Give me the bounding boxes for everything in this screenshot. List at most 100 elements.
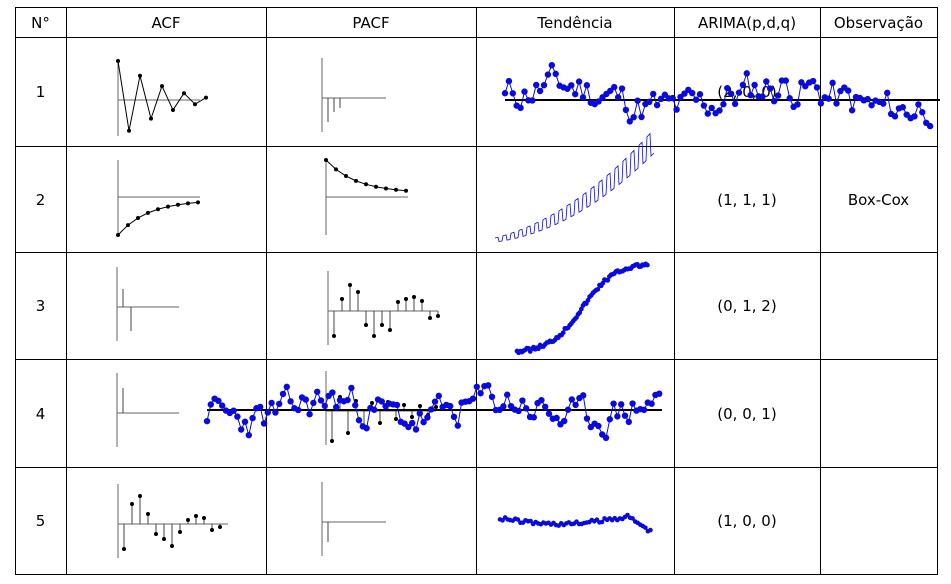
series-point [646, 98, 653, 106]
correlation-point [170, 544, 174, 548]
series-point [759, 93, 766, 100]
row-4-number: 4 [35, 404, 46, 423]
series-point [238, 426, 245, 433]
correlation-point [418, 404, 422, 408]
series-point [739, 81, 747, 89]
series-point [276, 400, 283, 408]
series-point [731, 100, 739, 108]
series-point [302, 396, 309, 403]
series-point [648, 527, 653, 533]
correlation-point [346, 431, 350, 435]
series-point [656, 390, 663, 397]
series-point [219, 402, 226, 409]
series-point [618, 401, 625, 408]
series-point [572, 90, 579, 98]
series-point [845, 87, 852, 94]
correlation-point [374, 184, 378, 189]
series-point [708, 104, 715, 112]
series-point [469, 395, 477, 402]
row-5-trend-series [497, 512, 653, 534]
series-point [241, 418, 249, 425]
series-point [203, 417, 211, 425]
series-point [509, 90, 516, 97]
series-point [287, 398, 294, 405]
row-2-pacf-plot [324, 158, 408, 235]
series-point [644, 262, 650, 268]
column-divider [476, 7, 477, 575]
series-point [650, 90, 657, 98]
row-4-pacf-plot [325, 371, 438, 445]
series-point [279, 390, 287, 398]
correlation-point [334, 167, 338, 172]
column-divider [674, 7, 675, 575]
series-point [673, 106, 680, 113]
series-point [579, 94, 587, 101]
row-4-acf-plot [116, 373, 179, 447]
series-point [416, 410, 423, 417]
series-point [268, 399, 275, 407]
row-1-number: 1 [35, 83, 46, 101]
series-point [530, 414, 537, 421]
correlation-point [364, 182, 368, 187]
series-point [207, 401, 214, 408]
correlation-point [154, 532, 158, 536]
series-point [473, 383, 480, 390]
correlation-point [138, 494, 142, 498]
series-point [595, 422, 602, 430]
series-point [817, 100, 825, 107]
series-point [602, 434, 610, 442]
row-1-acf-plot [116, 59, 208, 136]
series-point [405, 423, 412, 431]
series-point [272, 409, 279, 416]
column-divider [820, 7, 821, 575]
series-point [501, 90, 509, 97]
correlation-point [356, 290, 360, 294]
correlation-point [130, 502, 134, 506]
series-point [355, 417, 363, 424]
correlation-point [372, 334, 376, 338]
correlation-point [171, 107, 175, 112]
series-point [420, 418, 427, 426]
row-2-observation: Box-Cox [847, 190, 910, 209]
series-point [611, 83, 618, 91]
correlation-point [380, 323, 384, 327]
series-point [634, 97, 641, 104]
correlation-point [176, 202, 180, 207]
series-point [306, 411, 313, 418]
series-point [747, 91, 754, 99]
correlation-point [218, 525, 222, 529]
series-point [770, 98, 778, 105]
series-point [926, 122, 934, 130]
series-point [249, 414, 256, 422]
series-point [314, 388, 321, 395]
series-point [606, 416, 613, 423]
series-point [848, 107, 856, 114]
row-2-acf-plot [116, 160, 200, 237]
header-arima: ARIMA(p,d,q) [697, 13, 797, 32]
correlation-point [428, 316, 432, 320]
series-point [424, 414, 431, 421]
series-point [564, 406, 572, 413]
series-point [884, 89, 891, 97]
series-point [540, 81, 548, 89]
row-2-arima: (1, 1, 1) [717, 190, 777, 209]
series-point [363, 425, 370, 432]
correlation-point [127, 128, 131, 133]
header-number: N° [31, 13, 50, 32]
series-point [599, 519, 605, 525]
series-point [544, 71, 552, 78]
correlation-point [370, 401, 374, 405]
correlation-point [396, 300, 400, 304]
correlation-point [166, 204, 170, 209]
series-point [864, 95, 871, 103]
row-3-number: 3 [35, 297, 46, 315]
correlation-point [324, 158, 328, 162]
column-divider [15, 7, 16, 575]
series-point [542, 403, 549, 411]
correlation-point [332, 334, 336, 338]
series-point [344, 396, 351, 404]
series-point [704, 110, 711, 117]
header-acf: ACF [151, 13, 181, 32]
series-point [575, 78, 583, 85]
series-point [891, 113, 899, 120]
